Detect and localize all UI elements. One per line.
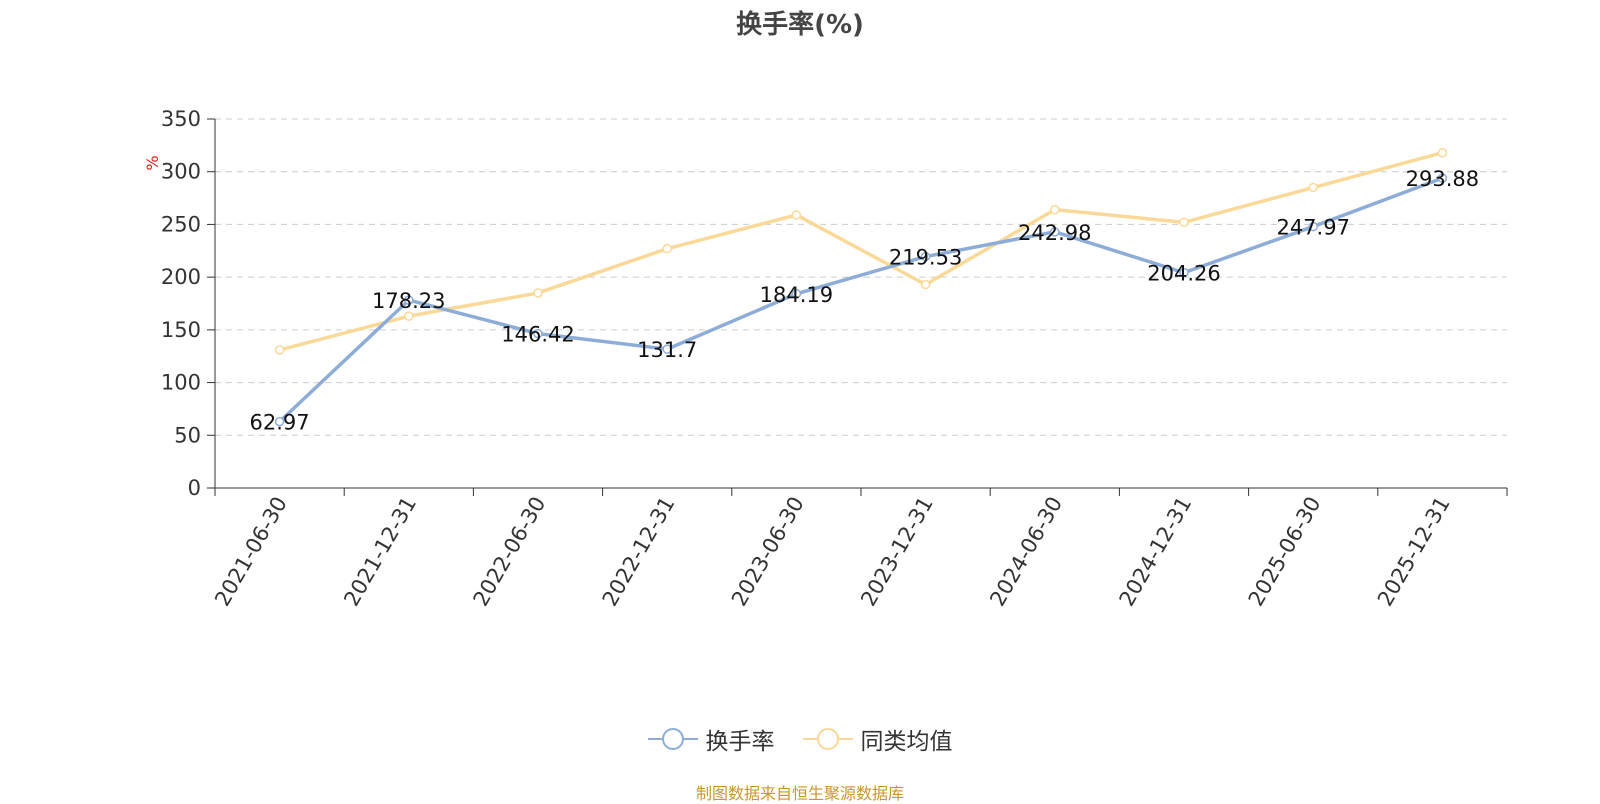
series-line-peer-average <box>279 151 1443 352</box>
data-point-peer-average <box>920 279 931 290</box>
y-tick-label: 200 <box>161 265 201 289</box>
data-point-peer-average <box>533 288 543 298</box>
legend-label-peer-average: 同类均值 <box>860 729 953 755</box>
data-point-turnover <box>791 289 802 299</box>
data-point-turnover <box>920 251 931 262</box>
data-label-turnover: 131.7 <box>637 338 697 362</box>
data-point-turnover <box>1050 227 1060 237</box>
x-tick-label: 2024-06-30 <box>985 493 1067 611</box>
legend-item-turnover[interactable]: 换手率 <box>647 722 775 756</box>
data-point-peer-average <box>404 311 414 321</box>
line-chart: 0 50 100 150 200 250 300 350% 2021-06-30 2021-12-… <box>143 107 1508 611</box>
data-point-turnover <box>274 416 285 427</box>
y-tick-label: 0 <box>188 476 201 500</box>
data-label-turnover: 184.19 <box>760 283 833 307</box>
x-tick-label: 2025-06-30 <box>1244 493 1326 611</box>
y-axis-label: % <box>143 155 162 170</box>
y-tick-label: 50 <box>174 423 201 447</box>
x-tick-label: 2022-06-30 <box>469 493 551 611</box>
x-tick-label: 2021-06-30 <box>210 493 292 611</box>
y-tick-label: 250 <box>161 212 201 236</box>
x-tick-label: 2024-12-31 <box>1115 493 1197 611</box>
legend: 换手率 同类均值 <box>0 722 1600 756</box>
legend-marker-turnover <box>647 728 698 750</box>
data-label-turnover: 219.53 <box>889 246 962 270</box>
x-tick-label: 2021-12-31 <box>339 493 421 611</box>
data-point-peer-average <box>1179 217 1189 228</box>
y-tick-label: 300 <box>161 160 201 184</box>
data-label-turnover: 146.42 <box>501 323 574 347</box>
legend-marker-peer-average <box>802 728 853 750</box>
data-point-turnover <box>404 295 414 305</box>
data-point-peer-average <box>1437 147 1448 158</box>
chart-title: 换手率(%) <box>736 10 864 40</box>
data-source-note: 制图数据来自恒生聚源数据库 <box>695 784 904 803</box>
x-tick-label: 2023-06-30 <box>727 493 809 611</box>
y-tick-label: 100 <box>161 371 201 395</box>
data-point-turnover <box>1179 267 1189 278</box>
x-tick-label: 2022-12-31 <box>598 493 680 611</box>
data-point-peer-average <box>662 243 672 254</box>
data-point-turnover <box>1437 173 1448 183</box>
data-point-turnover <box>662 344 672 354</box>
data-label-turnover: 293.88 <box>1406 167 1479 191</box>
data-point-turnover <box>1308 221 1318 232</box>
y-tick-label: 350 <box>161 107 201 131</box>
legend-item-peer-average[interactable]: 同类均值 <box>802 722 953 756</box>
data-label-turnover: 242.98 <box>1018 221 1091 245</box>
data-label-turnover: 204.26 <box>1147 262 1220 286</box>
x-tick-label: 2025-12-31 <box>1373 493 1455 611</box>
data-label-turnover: 178.23 <box>372 289 445 313</box>
data-point-peer-average <box>1308 182 1318 193</box>
data-point-peer-average <box>791 210 802 220</box>
data-label-turnover: 62.97 <box>250 411 310 435</box>
data-point-turnover <box>533 328 543 339</box>
legend-label-turnover: 换手率 <box>705 729 775 755</box>
series-line-turnover <box>278 176 1444 423</box>
data-label-turnover: 247.97 <box>1276 216 1349 240</box>
data-point-peer-average <box>274 345 285 355</box>
data-point-peer-average <box>1050 204 1060 215</box>
x-tick-label: 2023-12-31 <box>856 493 938 611</box>
y-tick-label: 150 <box>161 318 201 342</box>
